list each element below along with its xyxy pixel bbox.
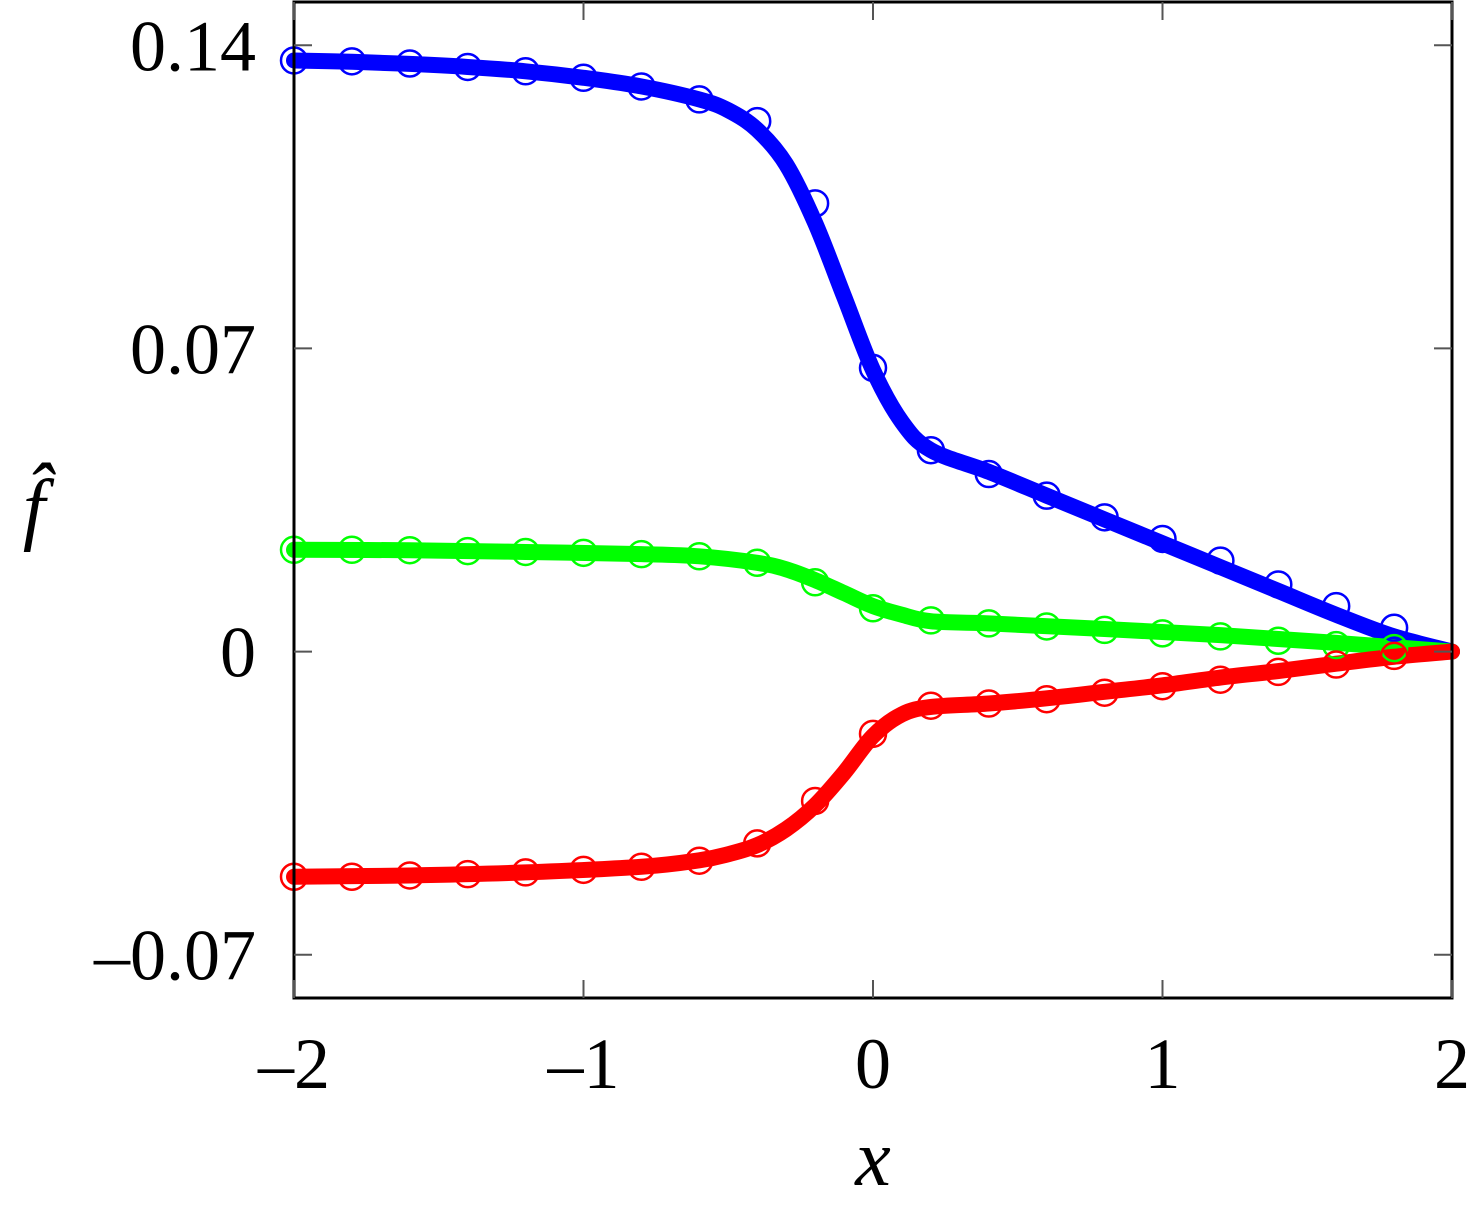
series-0-marker: [569, 63, 598, 93]
series-2-marker: [511, 858, 540, 887]
series-2-marker: [742, 829, 772, 858]
series-2-marker: [627, 852, 656, 882]
series-markers: [279, 46, 1409, 891]
series-2-marker: [1148, 671, 1177, 701]
series-1-marker: [685, 542, 714, 571]
series-0-marker: [1148, 524, 1177, 554]
series-1-marker: [1032, 612, 1061, 641]
series-2-marker: [1090, 678, 1119, 707]
series-0-marker: [685, 85, 714, 114]
series-0-marker: [511, 57, 540, 86]
series-1-marker: [1379, 633, 1409, 663]
y-tick-label: 0: [220, 613, 256, 693]
series-1-marker: [974, 609, 1004, 638]
series-1-marker: [858, 594, 888, 623]
series-2-marker: [453, 859, 482, 889]
series-2-marker: [337, 862, 367, 891]
series-0-marker: [858, 353, 888, 383]
axis-ticks: –2 –1 0 1 2 –0.07 0 0.07 0.14: [93, 2, 1470, 1104]
series-0-marker: [1206, 546, 1235, 575]
series-lines: [286, 52, 1460, 885]
x-tick-label: –2: [257, 1024, 330, 1104]
series-2-marker: [916, 691, 946, 720]
y-tick-label: 0.07: [130, 309, 256, 389]
series-1-marker: [1148, 619, 1177, 648]
series-2-marker: [1032, 684, 1061, 714]
series-0-marker: [974, 459, 1004, 489]
series-2-marker: [1264, 657, 1293, 687]
series-2-marker: [685, 846, 714, 875]
series-1-marker: [800, 568, 830, 597]
series-line-1: [286, 541, 1460, 660]
series-0-marker: [1264, 570, 1293, 599]
x-tick-label: 1: [1145, 1024, 1181, 1104]
x-tick-label: –1: [547, 1024, 620, 1104]
series-2-marker: [800, 786, 830, 816]
x-axis-label: x: [854, 1115, 891, 1203]
y-tick-label: 0.14: [130, 6, 256, 86]
series-0-marker: [916, 435, 946, 465]
series-1-marker: [1206, 622, 1235, 651]
plot-frame: [292, 0, 1454, 1000]
series-1-marker: [1321, 630, 1351, 660]
series-0-marker: [395, 49, 425, 78]
series-2-marker: [1321, 650, 1351, 679]
y-tick-label: –0.07: [93, 916, 256, 996]
series-1-marker: [1090, 615, 1119, 645]
series-2-marker: [395, 861, 425, 890]
series-1-marker: [742, 548, 772, 578]
series-1-marker: [627, 539, 656, 569]
series-0-marker: [627, 72, 656, 101]
series-0-marker: [1379, 613, 1409, 642]
series-0-marker: [800, 189, 830, 218]
series-1-marker: [453, 536, 482, 566]
series-1-marker: [337, 535, 367, 565]
series-0-marker: [1090, 503, 1119, 532]
series-0-marker: [453, 52, 482, 82]
series-2-marker: [858, 719, 888, 749]
series-1-marker: [511, 537, 540, 567]
series-1-marker: [395, 535, 425, 565]
x-tick-label: 0: [855, 1024, 891, 1104]
series-0-marker: [337, 47, 367, 76]
series-1-marker: [916, 606, 946, 635]
series-2-marker: [1206, 665, 1235, 694]
series-2-marker: [569, 855, 598, 885]
x-tick-label: 2: [1434, 1024, 1470, 1104]
series-0-marker: [742, 106, 772, 136]
y-axis-label: f̂: [23, 462, 56, 553]
series-0-marker: [1321, 591, 1351, 621]
series-line-0: [286, 52, 1460, 660]
series-1-marker: [1264, 626, 1293, 655]
series-2-marker: [974, 689, 1004, 718]
series-0-marker: [1032, 481, 1061, 510]
series-2-marker: [1379, 641, 1409, 671]
series-1-marker: [569, 538, 598, 568]
